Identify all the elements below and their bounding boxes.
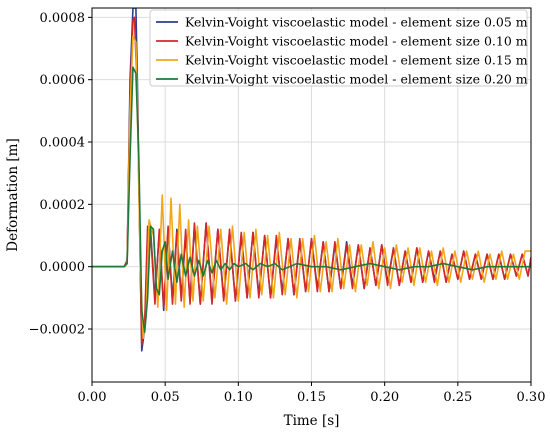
x-tick-label: 0.05 [151,390,180,405]
legend-label: Kelvin-Voight viscoelastic model - eleme… [185,15,528,30]
y-axis: −0.0002 0.0000 0.0002 0.0004 0.0006 0.0008 [29,11,92,338]
x-tick-label: 0.10 [224,390,253,405]
series-line-3 [92,35,531,340]
x-axis: 0.00 0.05 0.10 0.15 0.20 0.25 0.30 [78,382,546,405]
x-tick-label: 0.00 [78,390,107,405]
legend: Kelvin-Voight viscoelastic model - eleme… [149,9,528,87]
x-tick-label: 0.25 [443,390,472,405]
series-line-4 [92,66,531,333]
legend-label: Kelvin-Voight viscoelastic model - eleme… [185,53,528,68]
y-tick-label: 0.0006 [40,73,86,88]
legend-label: Kelvin-Voight viscoelastic model - eleme… [185,34,528,49]
x-tick-label: 0.15 [297,390,326,405]
series-layer [92,8,531,352]
legend-label: Kelvin-Voight viscoelastic model - eleme… [185,72,528,87]
x-axis-label: Time [s] [284,413,340,429]
y-tick-label: 0.0004 [40,136,86,151]
y-tick-label: −0.0002 [29,323,85,338]
x-tick-label: 0.30 [517,390,546,405]
y-tick-label: 0.0008 [40,11,86,26]
y-tick-label: 0.0002 [40,198,86,213]
legend-box [149,9,528,87]
y-axis-label: Deformation [m] [5,138,21,251]
x-tick-label: 0.20 [370,390,399,405]
y-tick-label: 0.0000 [40,260,86,275]
